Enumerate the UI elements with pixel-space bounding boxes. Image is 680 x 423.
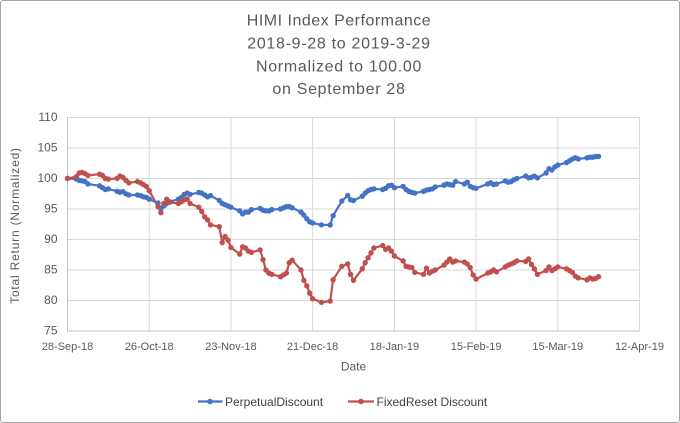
svg-text:23-Nov-18: 23-Nov-18 xyxy=(205,341,256,353)
svg-text:on September 28: on September 28 xyxy=(272,81,405,98)
svg-text:100: 100 xyxy=(37,171,57,185)
svg-text:105: 105 xyxy=(37,141,57,155)
svg-text:Date: Date xyxy=(341,360,367,374)
svg-text:15-Feb-19: 15-Feb-19 xyxy=(451,341,502,353)
svg-text:28-Sep-18: 28-Sep-18 xyxy=(42,341,93,353)
svg-text:26-Oct-18: 26-Oct-18 xyxy=(125,341,174,353)
svg-text:Total Return (Normalized): Total Return (Normalized) xyxy=(8,147,22,304)
svg-text:2018-9-28 to 2019-3-29: 2018-9-28 to 2019-3-29 xyxy=(247,35,431,52)
svg-text:110: 110 xyxy=(38,110,57,124)
svg-text:95: 95 xyxy=(44,202,58,216)
svg-text:Normalized to 100.00: Normalized to 100.00 xyxy=(256,58,422,75)
svg-text:15-Mar-19: 15-Mar-19 xyxy=(532,341,583,353)
svg-text:HIMI Index Performance: HIMI Index Performance xyxy=(247,13,431,30)
svg-text:FixedReset Discount: FixedReset Discount xyxy=(377,395,488,409)
svg-text:PerpetualDiscount: PerpetualDiscount xyxy=(225,395,324,409)
svg-text:18-Jan-19: 18-Jan-19 xyxy=(370,341,420,353)
svg-text:75: 75 xyxy=(44,324,58,338)
svg-text:85: 85 xyxy=(44,263,58,277)
svg-text:21-Dec-18: 21-Dec-18 xyxy=(287,341,338,353)
svg-text:80: 80 xyxy=(44,293,58,307)
svg-text:12-Apr-19: 12-Apr-19 xyxy=(615,341,664,353)
svg-text:90: 90 xyxy=(44,232,58,246)
